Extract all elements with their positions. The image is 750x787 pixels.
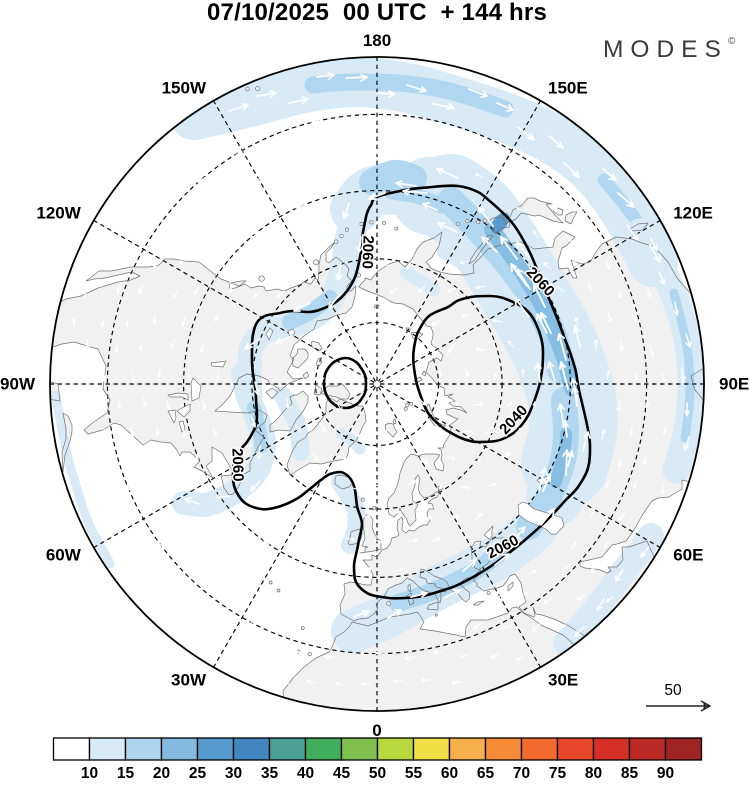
meridian-label-60W: 60W <box>46 546 82 565</box>
colorbar-cell <box>448 737 487 761</box>
colorbar-cell <box>556 737 595 761</box>
meridian-labels: 180 150E 120E 90E 60E 30E 0 30W 60W 90W … <box>0 31 749 740</box>
small-islands <box>237 81 491 657</box>
meridian-label-60E: 60E <box>673 546 703 565</box>
colorbar-cell <box>628 737 667 761</box>
colorbar-tick: 80 <box>585 765 602 782</box>
lakes-layer <box>167 327 565 535</box>
meridian-label-180: 180 <box>363 31 391 50</box>
modes-logo-text: MODES <box>603 36 728 63</box>
colorbar-tick: 50 <box>369 765 386 782</box>
wind-arrows-jet <box>184 72 692 637</box>
meridian-label-0: 0 <box>372 721 381 740</box>
colorbar-cell <box>664 737 703 761</box>
colorbar-cell <box>304 737 343 761</box>
colorbar-cell <box>124 737 163 761</box>
colorbar-cell <box>340 737 379 761</box>
colorbar-cell <box>52 737 91 761</box>
colorbar-cell <box>88 737 127 761</box>
contour-label: 2060 <box>358 235 376 269</box>
reference-vector: 50 <box>646 682 712 712</box>
colorbar-cell <box>376 737 415 761</box>
colorbar-tick: 55 <box>405 765 423 782</box>
figure-title: 07/10/2025 00 UTC + 144 hrs <box>207 0 547 26</box>
colorbar: 10 15 20 25 30 35 40 45 50 55 60 65 70 7… <box>52 737 703 782</box>
colorbar-cell <box>268 737 307 761</box>
colorbar-tick: 70 <box>513 765 530 782</box>
copyright-icon: © <box>728 36 736 47</box>
colorbar-cell <box>592 737 631 761</box>
meridian-label-90E: 90E <box>719 375 749 394</box>
colorbar-tick: 90 <box>657 765 674 782</box>
graticule <box>50 57 704 711</box>
meridian-label-150E: 150E <box>548 78 588 97</box>
colorbar-cell <box>160 737 199 761</box>
meridian-label-120W: 120W <box>36 204 81 223</box>
colorbar-tick: 60 <box>441 765 458 782</box>
colorbar-tick: 15 <box>117 765 135 782</box>
colorbar-tick: 10 <box>81 765 98 782</box>
colorbar-tick: 45 <box>333 765 351 782</box>
modes-logo: MODES © <box>603 36 736 63</box>
map-boundary-circle <box>49 56 705 712</box>
meridian-label-90W: 90W <box>0 375 36 394</box>
meridian-label-120E: 120E <box>673 204 713 223</box>
colorbar-tick: 40 <box>297 765 314 782</box>
colorbar-cells <box>52 737 703 761</box>
colorbar-tick: 30 <box>225 765 242 782</box>
colorbar-cell <box>196 737 235 761</box>
contour-label: 2060 <box>228 448 246 482</box>
reference-vector-arrow <box>646 700 712 712</box>
meridian-label-150W: 150W <box>162 78 207 97</box>
reference-vector-label: 50 <box>664 682 682 699</box>
colorbar-tick: 75 <box>549 765 567 782</box>
colorbar-tick: 35 <box>261 765 279 782</box>
geopotential-contours <box>231 184 592 600</box>
meridian-label-30W: 30W <box>171 671 207 690</box>
colorbar-cell <box>484 737 523 761</box>
meridian-label-30E: 30E <box>548 671 578 690</box>
colorbar-tick: 20 <box>153 765 170 782</box>
colorbar-cell <box>412 737 451 761</box>
wind-arrows-background <box>68 118 667 687</box>
colorbar-tick: 25 <box>189 765 207 782</box>
colorbar-cell <box>520 737 559 761</box>
colorbar-cell <box>232 737 271 761</box>
polar-map: 2060 2060 2040 2060 2060 180 150E 120E 9… <box>0 31 749 740</box>
colorbar-ticks: 10 15 20 25 30 35 40 45 50 55 60 65 70 7… <box>81 765 674 782</box>
colorbar-tick: 85 <box>621 765 639 782</box>
colorbar-tick: 65 <box>477 765 495 782</box>
